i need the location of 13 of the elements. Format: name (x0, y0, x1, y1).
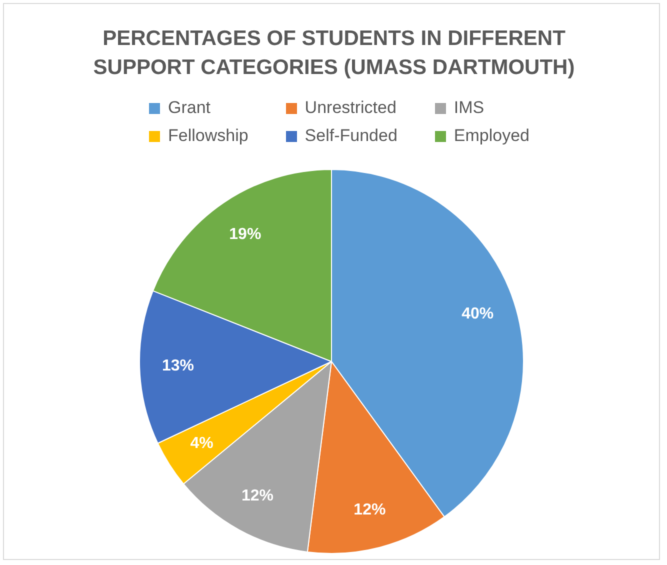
data-label: 40% (462, 305, 494, 322)
data-label: 12% (354, 502, 386, 519)
legend-label: Unrestricted (304, 98, 396, 118)
legend-label: Fellowship (168, 126, 248, 146)
data-label: 12% (241, 488, 274, 505)
legend-label: IMS (454, 98, 484, 118)
legend-label: Self-Funded (304, 126, 398, 146)
chart-title: PERCENTAGES OF STUDENTS IN DIFFERENT SUPPORT CATEGORIES (UMASS DARTMOUTH) (92, 26, 576, 81)
legend-label: Grant (168, 98, 211, 118)
data-label: 19% (229, 226, 262, 243)
data-label: 13% (162, 358, 194, 375)
data-label: 4% (190, 435, 214, 452)
legend-label: Employed (454, 126, 530, 146)
